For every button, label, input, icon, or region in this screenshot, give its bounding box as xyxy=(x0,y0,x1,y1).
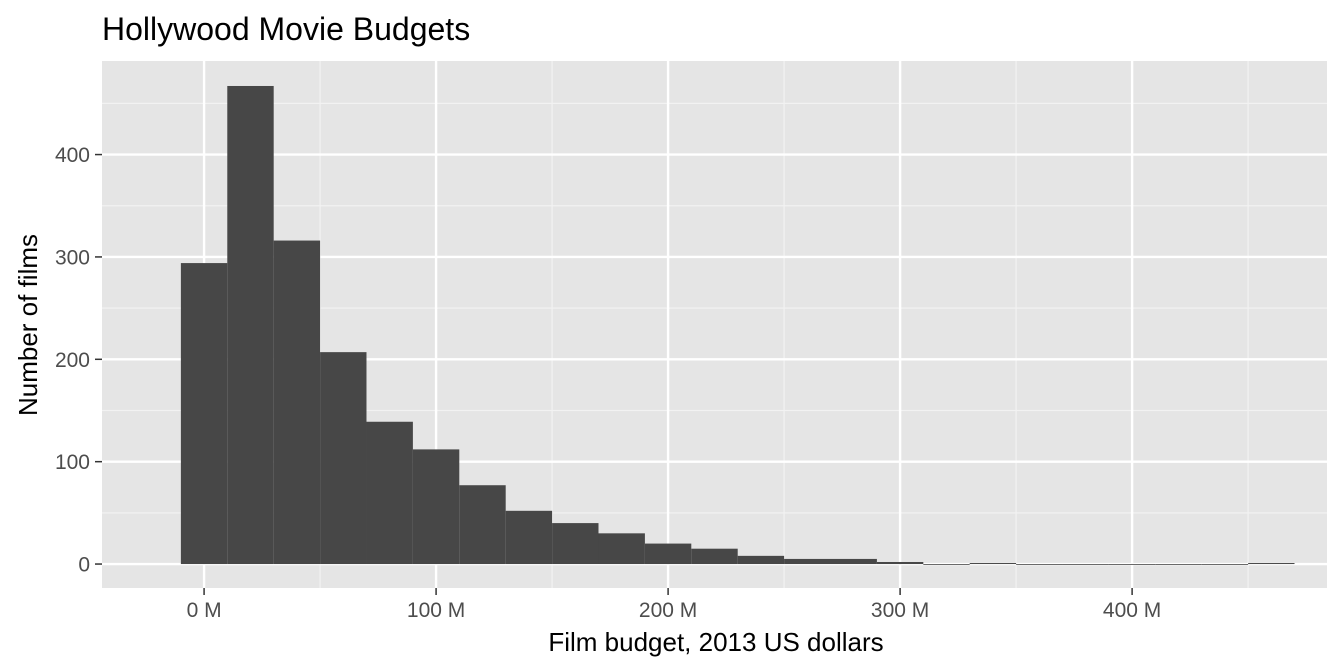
x-tick-label: 200 M xyxy=(639,599,697,622)
y-tick-label: 400 xyxy=(55,144,90,167)
histogram-bar xyxy=(366,421,413,565)
x-tick-label: 0 M xyxy=(187,599,222,622)
histogram-bar xyxy=(598,533,645,565)
histogram-bar xyxy=(320,352,367,565)
histogram-bar xyxy=(1016,564,1063,565)
histogram-bar xyxy=(923,564,970,565)
histogram-bar xyxy=(1201,564,1249,565)
x-axis: 0 M 100 M 200 M 300 M 400 M xyxy=(187,588,1161,622)
histogram-bar xyxy=(1155,564,1202,565)
histogram-bar xyxy=(784,558,831,565)
histogram-bar xyxy=(876,561,924,565)
y-tick-label: 0 xyxy=(78,554,90,577)
histogram-bar xyxy=(459,485,506,565)
histogram-bar xyxy=(505,510,553,565)
x-axis-title: Film budget, 2013 US dollars xyxy=(548,627,883,657)
histogram-bar xyxy=(737,555,785,565)
histogram-bar xyxy=(180,263,228,565)
x-tick-label: 300 M xyxy=(871,599,929,622)
histogram-bar xyxy=(1108,564,1156,565)
x-tick-label: 400 M xyxy=(1103,599,1161,622)
chart-title: Hollywood Movie Budgets xyxy=(102,11,470,47)
y-tick-label: 200 xyxy=(55,349,90,372)
x-tick-label: 100 M xyxy=(407,599,465,622)
histogram-bar xyxy=(412,449,460,565)
histogram-bar xyxy=(830,558,877,565)
histogram-bar xyxy=(1248,563,1295,565)
y-tick-label: 300 xyxy=(55,246,90,269)
histogram-bar xyxy=(552,523,599,565)
histogram-bar xyxy=(273,240,321,565)
y-tick-label: 100 xyxy=(55,451,90,474)
histogram-bars xyxy=(180,85,1295,565)
histogram-bar xyxy=(227,85,274,565)
y-axis: 0 100 200 300 400 xyxy=(55,144,102,577)
histogram-bar xyxy=(1062,564,1109,565)
y-axis-title: Number of films xyxy=(13,234,43,416)
histogram-bar xyxy=(969,563,1017,565)
histogram-bar xyxy=(644,543,692,565)
histogram-bar xyxy=(691,548,738,565)
